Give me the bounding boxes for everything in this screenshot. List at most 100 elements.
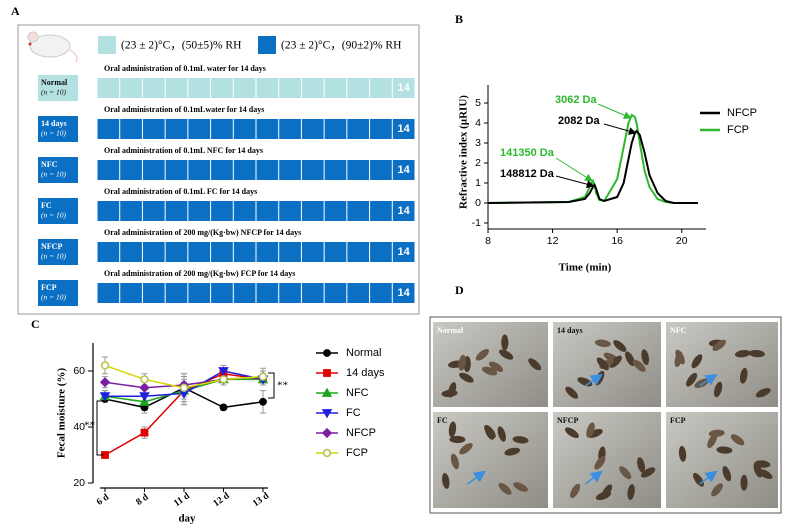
feces-pellet (441, 389, 458, 398)
annotation-arrow (603, 123, 637, 135)
x-tick-label: 12 (547, 235, 559, 247)
legend-label: NFCP (727, 107, 757, 119)
feces-pellet (625, 351, 635, 367)
feces-pellet (484, 425, 495, 440)
feces-pellet (450, 453, 459, 470)
feces-pellet (753, 462, 763, 478)
day-cell (211, 242, 233, 262)
data-point (100, 361, 110, 370)
day-cell (142, 201, 165, 221)
day-cell (233, 78, 256, 98)
day-cell (97, 283, 120, 303)
day-cell (165, 242, 188, 262)
feces-pellet (512, 436, 529, 444)
legend-marker (321, 387, 333, 397)
data-point (218, 367, 229, 377)
feces-pellet (674, 351, 683, 367)
x-axis-label: day (178, 513, 196, 525)
x-tick-label: 16 (611, 235, 623, 247)
y-tick-label: 0 (475, 197, 481, 209)
day-cell (142, 283, 165, 303)
day-cell (256, 283, 279, 303)
photo-label: FC (437, 416, 448, 425)
feces-pellet (632, 359, 646, 372)
group-label-box (38, 75, 78, 101)
day-cell (279, 78, 301, 98)
day-cell (256, 78, 279, 98)
day-cell (256, 201, 279, 221)
feces-pellet (740, 474, 748, 491)
feces-pellet (716, 446, 733, 454)
day-cell (142, 242, 165, 262)
day-cell (279, 160, 301, 180)
day-cell (279, 283, 301, 303)
feces-pellet (722, 466, 732, 482)
group-description: Oral administration of 0.1mLwater for 14… (104, 105, 264, 114)
x-axis-label: Time (min) (559, 262, 612, 274)
feces-pellet (488, 361, 504, 372)
feces-pellet (565, 427, 579, 439)
feces-pellet (707, 433, 718, 449)
photo: FCP (666, 412, 778, 508)
group-description: Oral administration of 200 mg/(Kg·bw) NF… (104, 228, 301, 237)
day-cell (347, 201, 370, 221)
day-count: 14 (398, 287, 411, 299)
day-cell (370, 119, 392, 139)
photo-arrow (584, 373, 603, 387)
group-label-box (38, 280, 78, 306)
group-description: Oral administration of 0.1mL water for 1… (104, 64, 266, 73)
day-cell (188, 78, 211, 98)
day-cell (233, 160, 256, 180)
mouse-icon (27, 31, 78, 63)
day-cell (301, 160, 324, 180)
feces-pellet (499, 349, 514, 360)
y-axis-label: Refractive index (µRIU) (458, 95, 470, 209)
photo-arrow (584, 470, 603, 485)
x-tick-label: 11 d (172, 491, 192, 509)
day-cell (324, 119, 347, 139)
panel-label: A (11, 4, 20, 18)
legend-label: FC (346, 407, 361, 419)
y-axis-label: Fecal moisture (%) (56, 368, 68, 459)
significance-bracket (96, 400, 103, 456)
legend-label: NFC (346, 387, 369, 399)
day-cell (324, 283, 347, 303)
group-description: Oral administration of 200 mg/(Kg·bw) FC… (104, 269, 295, 278)
feces-pellet (458, 354, 466, 371)
day-cell (165, 283, 188, 303)
group-name: NFCP (41, 242, 62, 251)
feces-pellet (641, 467, 656, 478)
feces-pellet (686, 372, 698, 387)
day-cell (392, 119, 415, 139)
legend-label: 14 days (346, 367, 385, 379)
significance-mark: ** (84, 420, 95, 432)
group-name: NFC (41, 160, 58, 169)
photo: Normal (433, 322, 548, 407)
feces-pellet (482, 366, 498, 376)
feces-pellet (627, 484, 635, 500)
day-cell (279, 201, 301, 221)
feces-pellet (528, 358, 542, 371)
day-cell (347, 160, 370, 180)
day-cell (301, 119, 324, 139)
day-cell (165, 119, 188, 139)
photo: FC (433, 412, 548, 508)
day-cell (165, 78, 188, 98)
feces-pellet (748, 349, 765, 358)
day-cell (347, 242, 370, 262)
photo-arrow (699, 373, 718, 387)
day-cell (97, 119, 120, 139)
day-cell (97, 201, 120, 221)
group-label-box (38, 157, 78, 183)
y-tick-label: 4 (475, 117, 481, 129)
significance-mark: ** (277, 380, 288, 392)
day-cell (120, 119, 142, 139)
group-n: (n = 10) (41, 211, 67, 220)
legend-marker (323, 349, 331, 357)
day-cell (142, 78, 165, 98)
day-cell (120, 160, 142, 180)
feces-pellet (734, 350, 751, 358)
panel-label: C (31, 317, 40, 331)
legend-swatch (258, 36, 276, 54)
